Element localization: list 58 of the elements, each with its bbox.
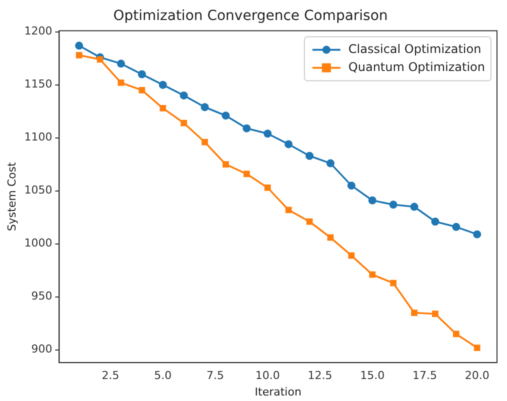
point <box>369 271 376 278</box>
point <box>390 280 396 286</box>
y-tick-label: 1200 <box>24 24 52 38</box>
point <box>138 86 146 94</box>
legend-label: Classical Optimization <box>348 42 482 56</box>
point <box>284 140 293 148</box>
point <box>180 91 188 100</box>
x-axis-title: Iteration <box>254 385 302 398</box>
point <box>411 310 418 316</box>
y-tick-label: 1050 <box>24 184 52 197</box>
point <box>348 252 355 259</box>
point <box>242 124 251 132</box>
x-tick-label: 10.0 <box>255 369 280 382</box>
point <box>306 218 313 225</box>
point <box>264 184 271 191</box>
y-tick-label: 1000 <box>24 236 52 250</box>
point <box>76 52 82 58</box>
point <box>202 138 208 146</box>
point <box>138 70 146 78</box>
point <box>180 120 188 126</box>
point <box>158 80 167 89</box>
point <box>389 200 398 209</box>
point <box>116 60 125 68</box>
point <box>452 330 460 338</box>
legend-label: Quantum Optimization <box>348 60 486 74</box>
x-tick-label: 7.5 <box>206 369 224 382</box>
point <box>222 112 230 120</box>
point <box>431 218 440 226</box>
point <box>160 105 166 112</box>
y-axis-title: System Cost <box>5 162 18 232</box>
point <box>200 103 209 112</box>
point <box>410 202 418 211</box>
x-tick-label: 17.5 <box>412 369 437 382</box>
point <box>474 344 480 351</box>
point <box>306 152 314 160</box>
x-tick-label: 2.5 <box>102 369 120 382</box>
point <box>96 56 104 63</box>
chart-title: Optimization Convergence Comparison <box>113 8 388 24</box>
y-tick-label: 950 <box>31 290 52 303</box>
x-tick-label: 12.5 <box>308 369 332 382</box>
y-tick-label: 1100 <box>24 130 52 144</box>
point <box>243 170 250 178</box>
point <box>264 130 272 138</box>
point <box>118 80 124 86</box>
point <box>285 206 292 214</box>
point <box>326 159 334 168</box>
x-tick-label: 20.0 <box>464 369 490 382</box>
point <box>75 42 84 50</box>
point <box>473 230 482 238</box>
point <box>222 161 229 168</box>
point <box>347 182 356 190</box>
x-tick-label: 5.0 <box>154 369 172 382</box>
x-tick-label: 15.0 <box>360 369 385 382</box>
point <box>452 222 460 231</box>
point <box>432 310 438 318</box>
point <box>368 196 376 204</box>
y-tick-label: 900 <box>31 342 52 356</box>
y-tick-label: 1150 <box>24 78 52 91</box>
